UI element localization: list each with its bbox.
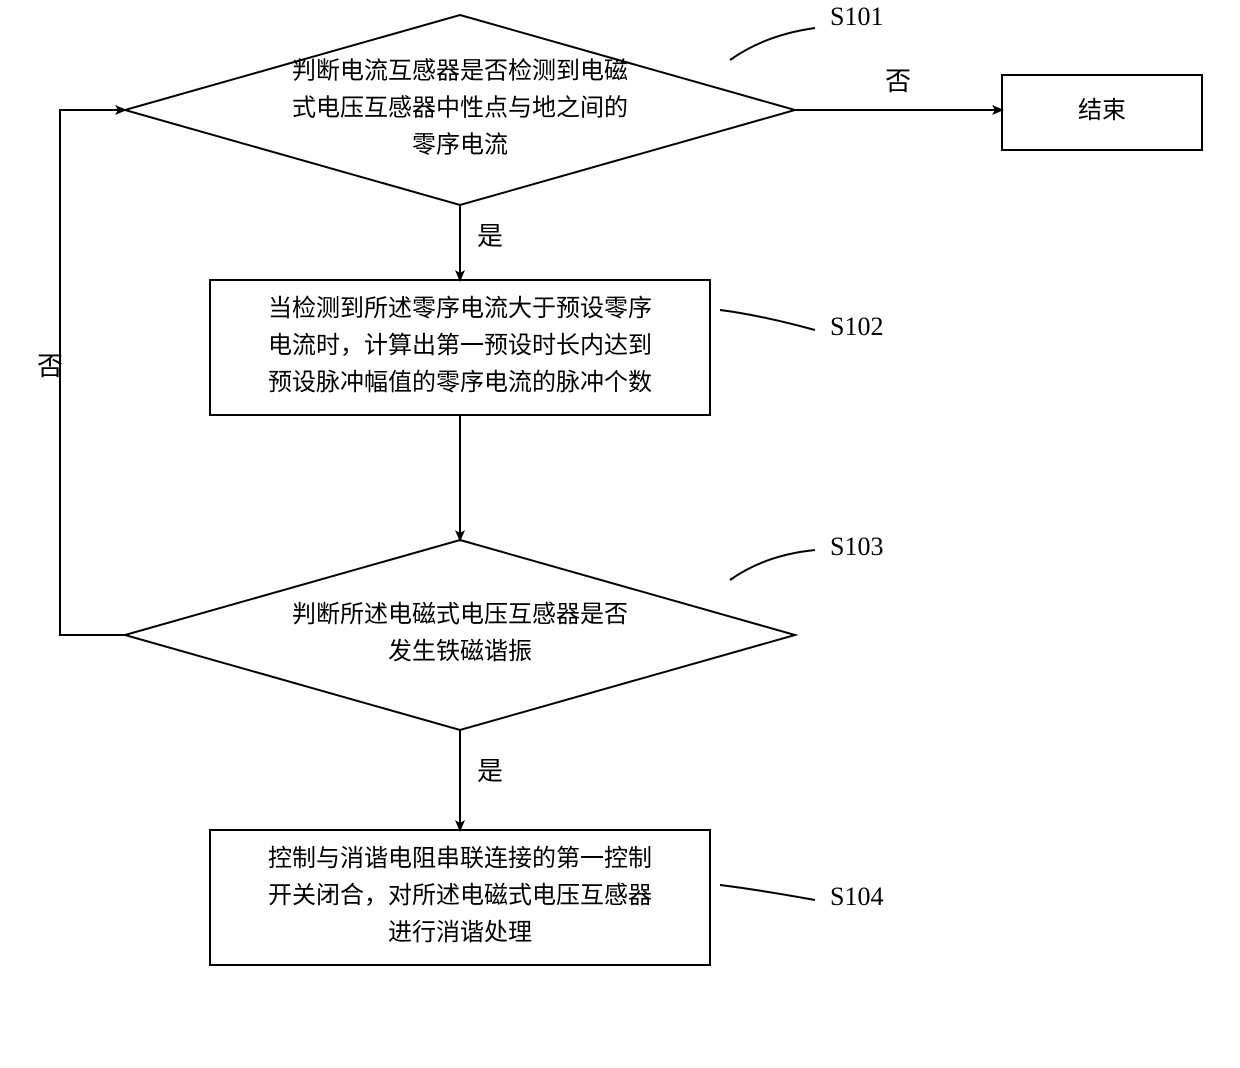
node-s104: 控制与消谐电阻串联连接的第一控制开关闭合，对所述电磁式电压互感器进行消谐处理 bbox=[210, 830, 710, 965]
node-s102-text-line-0: 当检测到所述零序电流大于预设零序 bbox=[268, 295, 652, 322]
decision-shape bbox=[125, 540, 795, 730]
edge-label-e2: 是 bbox=[477, 222, 503, 251]
edge-e5 bbox=[60, 110, 125, 635]
node-s102: 当检测到所述零序电流大于预设零序电流时，计算出第一预设时长内达到预设脉冲幅值的零… bbox=[210, 280, 710, 415]
step-label-s102: S102 bbox=[830, 312, 883, 341]
node-s104-text-line-1: 开关闭合，对所述电磁式电压互感器 bbox=[268, 882, 652, 909]
node-s104-text-line-2: 进行消谐处理 bbox=[388, 919, 532, 946]
edge-lead4 bbox=[720, 885, 815, 900]
node-s102-text-line-2: 预设脉冲幅值的零序电流的脉冲个数 bbox=[268, 369, 652, 396]
node-s101-text-line-2: 零序电流 bbox=[412, 132, 508, 159]
node-s102-text-line-1: 电流时，计算出第一预设时长内达到 bbox=[268, 332, 652, 359]
node-s103: 判断所述电磁式电压互感器是否发生铁磁谐振 bbox=[125, 540, 795, 730]
edge-lead2 bbox=[720, 310, 815, 330]
step-label-s103: S103 bbox=[830, 532, 883, 561]
node-s104-text-line-0: 控制与消谐电阻串联连接的第一控制 bbox=[268, 845, 652, 872]
node-s101-text-line-1: 式电压互感器中性点与地之间的 bbox=[292, 95, 628, 122]
node-end-text-line-0: 结束 bbox=[1078, 97, 1126, 124]
node-s103-text-line-0: 判断所述电磁式电压互感器是否 bbox=[292, 601, 628, 628]
edge-label-e1: 否 bbox=[885, 67, 911, 96]
edge-label-e5: 否 bbox=[37, 352, 63, 381]
edge-lead3 bbox=[730, 550, 815, 580]
node-s101: 判断电流互感器是否检测到电磁式电压互感器中性点与地之间的零序电流 bbox=[125, 15, 795, 205]
node-s101-text-line-0: 判断电流互感器是否检测到电磁 bbox=[292, 57, 628, 84]
node-s103-text-line-1: 发生铁磁谐振 bbox=[388, 638, 532, 665]
step-label-s104: S104 bbox=[830, 882, 883, 911]
step-label-s101: S101 bbox=[830, 2, 883, 31]
node-end: 结束 bbox=[1002, 75, 1202, 150]
edge-lead1 bbox=[730, 28, 815, 60]
edge-label-e4: 是 bbox=[477, 757, 503, 786]
